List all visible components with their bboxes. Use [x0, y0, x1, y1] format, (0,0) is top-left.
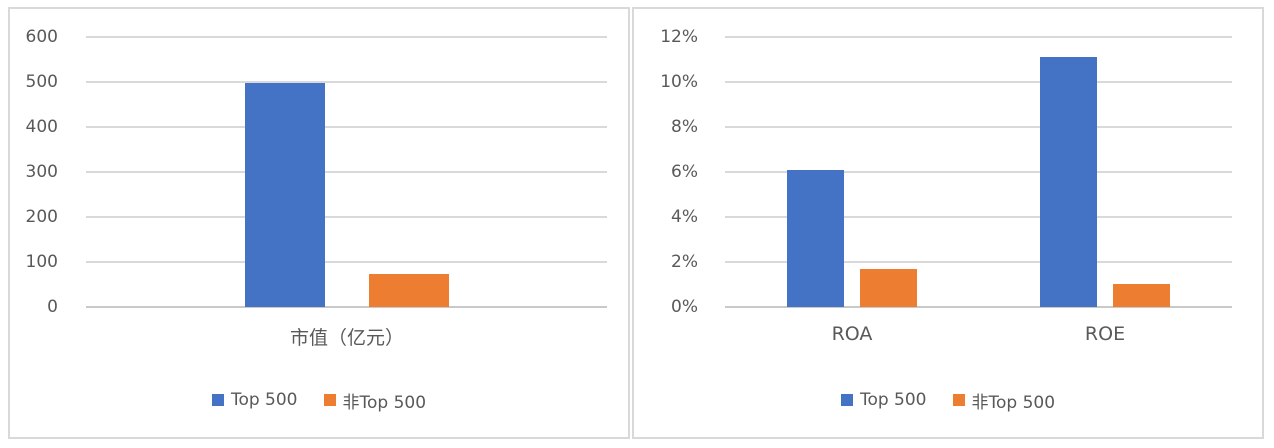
y-axis-tick-label: 200 — [25, 207, 58, 227]
bar--series-1 — [245, 83, 325, 307]
bar-roa-series-1 — [787, 170, 844, 307]
chart-panel-roa-roe: 12% 10% 8% 6% 4% 2% 0% ROA ROE Top 500 非Top 500 — [632, 7, 1264, 439]
y-axis-tick-label: 10% — [660, 72, 698, 92]
y-axis-tick-label: 500 — [25, 72, 58, 92]
gridline — [725, 36, 1232, 38]
gridline — [725, 81, 1232, 83]
x-axis-category-label: 市值（亿元） — [289, 327, 404, 349]
legend-swatch-icon — [952, 394, 965, 406]
gridline — [86, 216, 607, 218]
gridline — [725, 171, 1232, 173]
legend-swatch-icon — [323, 394, 336, 406]
legend-item: Top 500 — [840, 390, 927, 410]
y-axis-tick-label: 4% — [671, 207, 698, 227]
gridline — [725, 126, 1232, 128]
legend-label: Top 500 — [859, 390, 927, 410]
chart-legend: Top 500 非Top 500 — [10, 387, 628, 413]
y-axis-tick-label: 8% — [671, 117, 698, 137]
y-axis-tick-label: 2% — [671, 252, 698, 272]
bar-roe-series-1 — [1040, 57, 1097, 307]
y-axis-tick-label: 400 — [25, 117, 58, 137]
legend-swatch-icon — [211, 394, 224, 406]
x-axis-line — [86, 306, 607, 308]
gridline — [86, 81, 607, 83]
gridline — [725, 216, 1232, 218]
gridline — [86, 261, 607, 263]
x-axis-category-label: ROE — [1084, 323, 1126, 345]
bar--series-2 — [369, 274, 449, 307]
bar-roe-series-2 — [1113, 284, 1170, 307]
y-axis-tick-label: 0% — [671, 297, 698, 317]
y-axis-tick-label: 300 — [25, 162, 58, 182]
y-axis-tick-label: 6% — [671, 162, 698, 182]
x-axis-line — [725, 306, 1232, 308]
legend-label: 非Top 500 — [971, 392, 1056, 413]
legend-item: 非Top 500 — [952, 388, 1056, 413]
chart-panel-market-cap: 600 500 400 300 200 100 0 市值（亿元） Top 500 非Top 500 — [8, 7, 630, 439]
legend-label: 非Top 500 — [342, 392, 427, 413]
y-axis-tick-label: 0 — [47, 297, 58, 317]
x-axis-category-label: ROA — [831, 323, 873, 345]
bar-roa-series-2 — [860, 269, 917, 307]
legend-label: Top 500 — [230, 390, 298, 410]
chart-legend: Top 500 非Top 500 — [634, 387, 1262, 413]
legend-item: 非Top 500 — [323, 388, 427, 413]
y-axis-tick-label: 600 — [25, 27, 58, 47]
y-axis-tick-label: 12% — [660, 27, 698, 47]
legend-swatch-icon — [840, 394, 853, 406]
gridline — [86, 36, 607, 38]
legend-item: Top 500 — [211, 390, 298, 410]
gridline — [725, 261, 1232, 263]
gridline — [86, 126, 607, 128]
gridline — [86, 171, 607, 173]
y-axis-tick-label: 100 — [25, 252, 58, 272]
